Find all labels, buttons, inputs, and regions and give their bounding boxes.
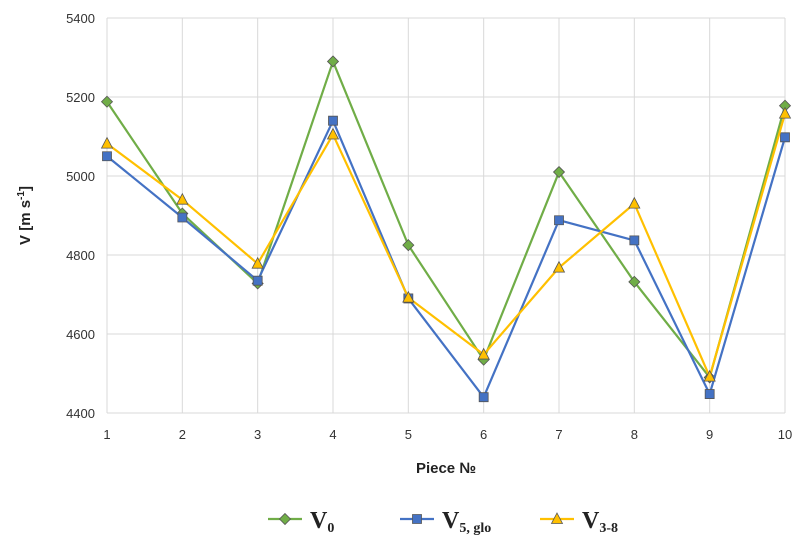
x-tick-label: 1 — [103, 427, 110, 442]
y-axis-title: V [m s-1] — [16, 186, 34, 245]
x-tick-label: 10 — [778, 427, 792, 442]
y-tick-label: 5000 — [66, 169, 95, 184]
legend-label-main: V — [442, 508, 460, 534]
series-1 — [102, 115, 790, 403]
data-point — [326, 55, 340, 68]
x-tick-label: 2 — [179, 427, 186, 442]
data-point — [478, 392, 489, 403]
y-axis-title-main: V [m s — [17, 200, 34, 245]
legend-label-sub: 5, glo — [459, 521, 491, 536]
data-point — [252, 275, 263, 286]
series-2 — [100, 106, 792, 382]
x-tick-label: 7 — [555, 427, 562, 442]
y-axis-title-end: ] — [17, 186, 34, 191]
data-point — [176, 192, 189, 205]
data-point — [629, 235, 640, 246]
legend-entry-0: V0 — [268, 508, 334, 536]
data-point — [102, 151, 112, 162]
x-tick-label: 3 — [254, 427, 261, 442]
data-point — [628, 275, 641, 288]
data-point — [177, 212, 188, 223]
data-point — [326, 127, 340, 140]
legend-marker — [550, 512, 564, 524]
y-tick-label: 4400 — [66, 406, 95, 421]
legend-label-sub: 0 — [327, 521, 334, 536]
legend-label: V3-8 — [582, 508, 618, 536]
series-line — [106, 113, 787, 378]
legend-label-main: V — [582, 508, 600, 534]
series-line — [106, 119, 787, 399]
grid — [106, 17, 786, 414]
data-point — [703, 369, 716, 382]
x-tick-label: 5 — [405, 427, 412, 442]
data-point — [251, 256, 264, 269]
x-tick-label: 6 — [480, 427, 487, 442]
y-tick-label: 5400 — [66, 11, 95, 26]
data-point — [778, 106, 792, 119]
data-point — [100, 136, 114, 149]
data-point — [328, 115, 338, 126]
tick-labels: 4400 4600 4800 5000 5200 5400 1 2 3 4 5 6 7 8 9 10 — [66, 11, 792, 442]
data-point — [628, 196, 641, 209]
legend-label: V5, glo — [442, 508, 491, 536]
y-axis-title-sup: -1 — [16, 191, 27, 200]
legend: V0 V5, glo V3-8 — [268, 508, 618, 536]
y-tick-label: 4800 — [66, 248, 95, 263]
legend-marker — [278, 512, 292, 526]
data-point — [704, 389, 715, 399]
x-tick-label: 8 — [631, 427, 638, 442]
y-tick-label: 5200 — [66, 90, 95, 105]
legend-label-main: V — [310, 508, 328, 534]
data-point — [100, 95, 114, 108]
data-point — [554, 215, 564, 226]
data-point — [402, 239, 415, 252]
data-point — [780, 132, 790, 143]
data-point — [402, 290, 415, 303]
legend-entry-2: V3-8 — [540, 508, 618, 536]
legend-label: V0 — [310, 508, 334, 536]
series-layer — [100, 55, 792, 403]
x-tick-label: 4 — [329, 427, 336, 442]
x-axis-title: Piece № — [416, 460, 476, 477]
legend-entry-1: V5, glo — [400, 508, 491, 536]
y-tick-label: 4600 — [66, 327, 95, 342]
x-tick-label: 9 — [706, 427, 713, 442]
data-point — [552, 260, 566, 273]
data-point — [552, 165, 566, 179]
series-line — [106, 60, 787, 379]
legend-marker — [412, 514, 422, 524]
data-point — [477, 347, 490, 360]
legend-label-sub: 3-8 — [599, 521, 618, 536]
